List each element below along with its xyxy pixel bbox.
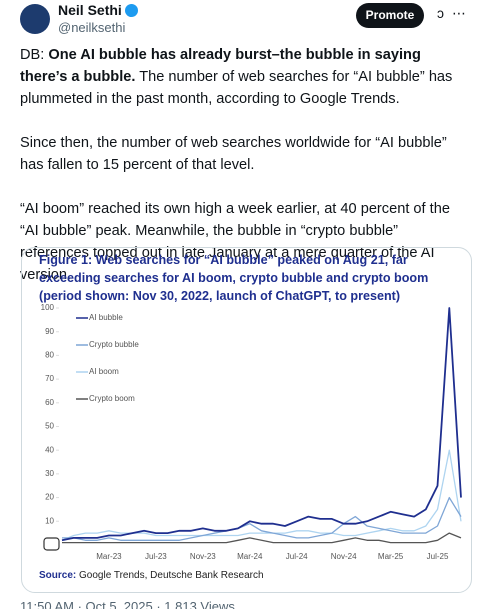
x-tick-label: Nov-24 xyxy=(331,552,357,561)
author[interactable]: Neil Sethi xyxy=(58,2,122,18)
paragraph: “AI boom” reached its own high a week ea… xyxy=(20,201,450,283)
y-tick-label: 30 xyxy=(45,469,54,478)
x-tick-label: Nov-23 xyxy=(190,552,216,561)
y-tick-label: 90 xyxy=(45,327,54,336)
verified-badge xyxy=(124,4,138,17)
source: Source: Google Trends, Deutsche Bank Res… xyxy=(39,570,264,581)
paragraph: DB: One AI bubble has already burst–the … xyxy=(20,44,470,110)
timestamp: 11:50 AM · Oct 5, 2025 · 1,813 Views xyxy=(20,599,235,609)
legend-label: Crypto bubble xyxy=(89,340,139,349)
author-name[interactable]: Neil Sethi xyxy=(58,2,138,18)
chart-title: Figure 1: Web searches for “AI bubble” p… xyxy=(39,253,429,303)
source-text: Google Trends, Deutsche Bank Research xyxy=(76,570,264,581)
x-tick-label: Jul-23 xyxy=(145,552,167,561)
y-tick-label: 100 xyxy=(41,303,55,312)
promote-button[interactable]: Promote xyxy=(356,3,424,28)
series-line xyxy=(61,307,462,542)
series-line xyxy=(62,496,462,541)
x-tick-label: Jul-24 xyxy=(286,552,308,561)
avatar[interactable] xyxy=(20,4,50,34)
text: The number of web searches for “AI bubbl… xyxy=(20,69,453,107)
x-tick-label: Jul-25 xyxy=(427,552,449,561)
text: DB: xyxy=(20,47,49,63)
x-tick-label: Mar-25 xyxy=(378,552,404,561)
paragraph: Since then, the number of web searches w… xyxy=(20,135,447,173)
series-line xyxy=(62,532,462,544)
y-tick-label: 40 xyxy=(45,445,54,454)
y-tick-label: 20 xyxy=(45,493,54,502)
legend-label: Crypto boom xyxy=(89,394,135,403)
y-tick-label: 50 xyxy=(45,422,54,431)
y-tick-label: 70 xyxy=(45,374,54,383)
y-tick-label: 60 xyxy=(45,398,54,407)
handle[interactable]: @neilksethi xyxy=(58,20,126,35)
legend-label: AI boom xyxy=(89,367,119,376)
tweet-body: DB: One AI bubble has already burst–the … xyxy=(20,44,470,308)
chart-card[interactable]: 10 20 30 40 50 60 70 80 90 100 Mar-23 Jul-23 Nov-23 M… xyxy=(21,247,472,593)
y-tick-label: 10 xyxy=(45,516,54,525)
menu-icons[interactable]: ↄ⋯ xyxy=(437,5,474,21)
comment-icon xyxy=(43,537,60,551)
x-tick-label: Mar-23 xyxy=(96,552,122,561)
series-line xyxy=(61,449,462,541)
legend-label: AI bubble xyxy=(89,313,123,322)
bold-text: One AI bubble has already burst–the bubb… xyxy=(20,47,421,85)
x-tick-label: Mar-24 xyxy=(237,552,263,561)
source-label: Source: xyxy=(39,570,77,581)
y-tick-label: 80 xyxy=(45,351,54,360)
chart: 10 20 30 40 50 60 70 80 90 100 Mar-23 Jul-23 Nov-23 M… xyxy=(41,303,462,561)
